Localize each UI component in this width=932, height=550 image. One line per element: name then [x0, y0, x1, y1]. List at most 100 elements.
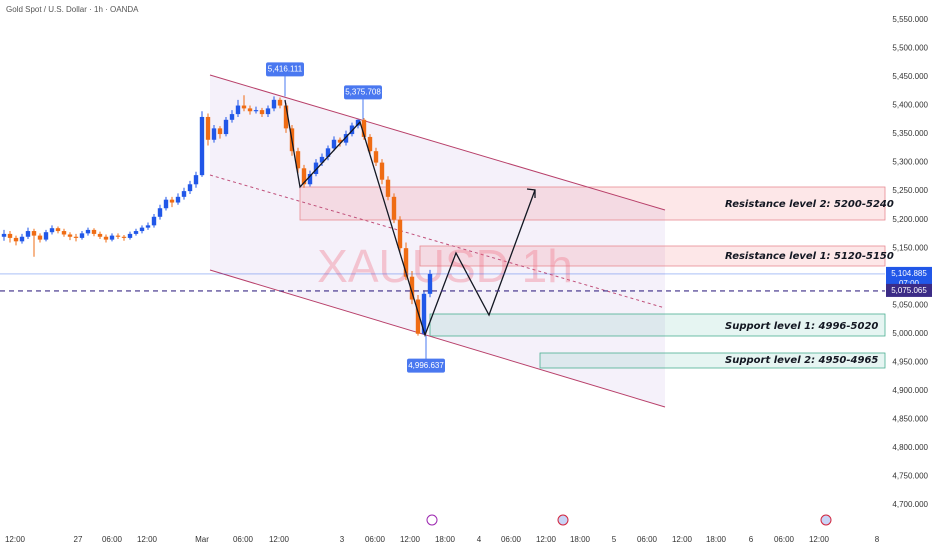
x-tick-label: 18:00 [570, 535, 591, 544]
candle-body [301, 168, 307, 185]
y-tick-label: 5,250.000 [892, 186, 928, 195]
chart-title: Gold Spot / U.S. Dollar · 1h · OANDA [6, 5, 139, 14]
x-tick-label: 5 [612, 535, 617, 544]
candle-body [49, 228, 55, 233]
y-tick-label: 5,000.000 [892, 329, 928, 338]
y-tick-label: 4,900.000 [892, 386, 928, 395]
candle-body [205, 116, 211, 140]
candle-body [175, 196, 181, 203]
candle-body [421, 293, 427, 334]
x-tick-label: 12:00 [269, 535, 290, 544]
channel-lower [209, 269, 666, 408]
y-tick-label: 4,950.000 [892, 357, 928, 366]
candle-body [151, 216, 157, 226]
x-tick-label: 06:00 [637, 535, 658, 544]
y-tick-label: 5,050.000 [892, 300, 928, 309]
candle-body [55, 228, 61, 232]
callout-label: 4,996.637 [408, 361, 444, 370]
candle-body [307, 174, 313, 185]
candle-body [415, 299, 421, 334]
candle-body [73, 236, 79, 238]
candle-body [13, 237, 19, 242]
channel-mid [209, 174, 666, 309]
candle-body [247, 108, 253, 112]
y-tick-label: 5,350.000 [892, 129, 928, 138]
candle-body [403, 248, 409, 277]
price-time: 07:00 [899, 279, 920, 288]
candle-body [379, 162, 385, 180]
candle-body [115, 235, 121, 237]
resistance-zone-2 [299, 186, 886, 221]
x-tick-label: 6 [749, 535, 754, 544]
candle-body [373, 151, 379, 163]
event-icon [426, 514, 438, 526]
candle-body [19, 236, 25, 242]
x-tick-label: 06:00 [233, 535, 254, 544]
x-tick-label: Mar [195, 535, 209, 544]
candle-body [85, 229, 91, 234]
candle-body [181, 191, 187, 197]
candle-body [211, 128, 217, 140]
x-tick-label: 12:00 [5, 535, 26, 544]
y-tick-label: 5,200.000 [892, 215, 928, 224]
candle-body [361, 119, 367, 137]
candle-body [163, 199, 169, 209]
x-tick-label: 4 [477, 535, 482, 544]
callout-label: 5,375.708 [345, 88, 381, 97]
candle-body [25, 231, 31, 237]
annotation: Resistance level 2: 5200-5240 [725, 199, 894, 210]
price-label-box [886, 283, 932, 297]
candle-body [427, 273, 433, 294]
candle-body [331, 139, 337, 149]
candle-body [7, 233, 13, 238]
y-tick-label: 5,450.000 [892, 72, 928, 81]
y-tick-label: 4,850.000 [892, 414, 928, 423]
y-tick-label: 4,750.000 [892, 471, 928, 480]
x-tick-label: 18:00 [706, 535, 727, 544]
plot [1, 95, 433, 336]
candle-body [109, 235, 115, 240]
candle-body [79, 233, 85, 238]
y-tick-label: 5,550.000 [892, 15, 928, 24]
candle-body [217, 128, 223, 135]
y-tick-label: 5,150.000 [892, 243, 928, 252]
candle-body [61, 231, 67, 235]
annotation: Resistance level 1: 5120-5150 [725, 251, 894, 262]
event-icon [820, 514, 832, 526]
arrow-head [526, 188, 536, 198]
candle-body [67, 234, 73, 237]
candle-body [145, 225, 151, 228]
x-tick-label: 06:00 [365, 535, 386, 544]
candle-body [283, 105, 289, 129]
candle-body [325, 148, 331, 157]
x-tick-label: 18:00 [435, 535, 456, 544]
price-label: 5,104.885 [891, 269, 927, 278]
candle-body [223, 119, 229, 135]
candle-body [199, 116, 205, 176]
candle-body [193, 175, 199, 185]
candle-body [97, 233, 103, 237]
x-tick-label: 8 [875, 535, 880, 544]
candle-body [385, 179, 391, 197]
candle-body [37, 235, 43, 240]
candle-body [367, 136, 373, 152]
x-tick-label: 12:00 [137, 535, 158, 544]
candle-body [391, 196, 397, 220]
callout-box [344, 85, 382, 100]
candle-body [319, 156, 325, 163]
event-icon [557, 514, 569, 526]
candle-body [1, 233, 7, 237]
callout-label: 5,416.111 [268, 64, 303, 73]
candle-body [265, 108, 271, 115]
candle-body [121, 236, 127, 238]
x-tick-label: 06:00 [501, 535, 522, 544]
candle-body [235, 105, 241, 115]
watermark: XAUUSD 1h [317, 240, 573, 292]
candle-body [259, 110, 265, 115]
candle-body [187, 184, 193, 192]
candle-body [355, 119, 361, 126]
x-tick-label: 27 [74, 535, 83, 544]
x-tick-label: 06:00 [774, 535, 795, 544]
x-tick-label: 06:00 [102, 535, 123, 544]
